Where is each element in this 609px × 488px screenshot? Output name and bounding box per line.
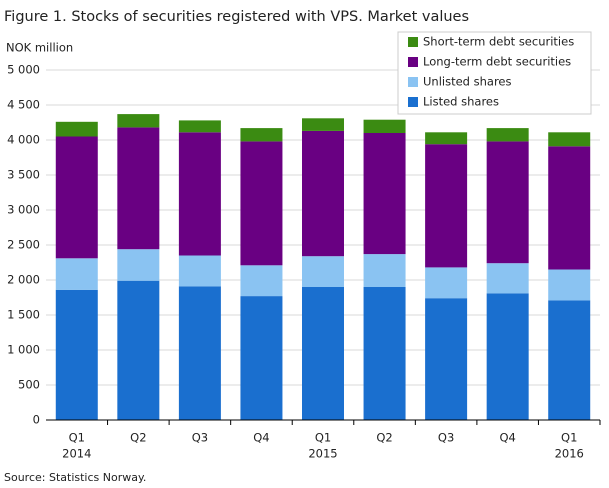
- legend-swatch: [408, 97, 418, 107]
- source: Source: Statistics Norway.: [4, 471, 146, 484]
- legend-label: Long-term debt securities: [423, 55, 571, 69]
- y-tick-label: 1 000: [7, 343, 40, 357]
- y-tick-label: 3 000: [7, 203, 40, 217]
- bar-segment: [117, 114, 160, 128]
- bar-segment: [548, 146, 591, 270]
- x-tick-label: Q1: [561, 431, 577, 445]
- y-tick-label: 4 500: [7, 98, 40, 112]
- x-tick-label: Q4: [499, 431, 515, 445]
- bar-segment: [302, 130, 344, 257]
- y-tick-label: 500: [18, 378, 40, 392]
- y-tick-label: 5 000: [7, 63, 40, 77]
- bar-segment: [363, 133, 406, 255]
- legend-label: Listed shares: [423, 95, 499, 109]
- bar-segment: [425, 267, 468, 299]
- bar-segment: [302, 256, 344, 287]
- bar-segment: [425, 132, 468, 145]
- x-tick-label: Q4: [253, 431, 269, 445]
- bar-segment: [363, 287, 406, 420]
- y-tick-label: 2 000: [7, 273, 40, 287]
- bar-segment: [486, 128, 529, 142]
- y-tick-label: 4 000: [7, 133, 40, 147]
- bar-segment: [548, 300, 591, 420]
- bar-segment: [486, 293, 529, 420]
- x-tick-label: Q3: [438, 431, 454, 445]
- x-tick-label: Q3: [192, 431, 208, 445]
- bar-segment: [425, 144, 468, 268]
- bar-segment: [240, 141, 283, 266]
- x-group-label: 2014: [62, 447, 91, 461]
- bar-segment: [178, 120, 221, 133]
- bar-segment: [178, 255, 221, 287]
- legend-label: Unlisted shares: [423, 75, 512, 89]
- bar-segment: [117, 127, 160, 250]
- chart-title: Figure 1. Stocks of securities registere…: [4, 9, 469, 25]
- legend-swatch: [408, 37, 418, 47]
- bar-segment: [425, 298, 468, 420]
- y-tick-label: 1 500: [7, 308, 40, 322]
- x-tick-label: Q2: [376, 431, 392, 445]
- bar-segment: [302, 118, 344, 131]
- legend-box: [397, 31, 592, 115]
- x-group-label: 2016: [555, 447, 584, 461]
- y-axis-label: NOK million: [6, 41, 73, 55]
- bar-segment: [178, 286, 221, 420]
- y-tick-label: 0: [33, 413, 40, 427]
- y-tick-label: 3 500: [7, 168, 40, 182]
- bar-segment: [55, 289, 98, 420]
- bar-segment: [240, 296, 283, 420]
- bar-segment: [178, 132, 221, 256]
- legend-swatch: [408, 77, 418, 87]
- bar-segment: [55, 258, 98, 290]
- bars: [55, 114, 591, 420]
- bar-segment: [55, 121, 98, 137]
- bar-segment: [363, 254, 406, 287]
- x-tick-label: Q1: [69, 431, 85, 445]
- bar-segment: [548, 269, 591, 301]
- bar-segment: [55, 136, 98, 259]
- bar-segment: [117, 280, 160, 420]
- bar-segment: [240, 265, 283, 297]
- legend-label: Short-term debt securities: [423, 35, 574, 49]
- bar-segment: [363, 119, 406, 133]
- bar-segment: [486, 141, 529, 264]
- bar-segment: [117, 249, 160, 281]
- x-group-label: 2015: [308, 447, 337, 461]
- y-tick-label: 2 500: [7, 238, 40, 252]
- x-tick-label: Q1: [315, 431, 331, 445]
- bar-segment: [548, 132, 591, 147]
- bar-segment: [486, 263, 529, 294]
- legend-swatch: [408, 57, 418, 67]
- bar-segment: [302, 287, 344, 420]
- x-tick-label: Q2: [130, 431, 146, 445]
- bar-segment: [240, 128, 283, 142]
